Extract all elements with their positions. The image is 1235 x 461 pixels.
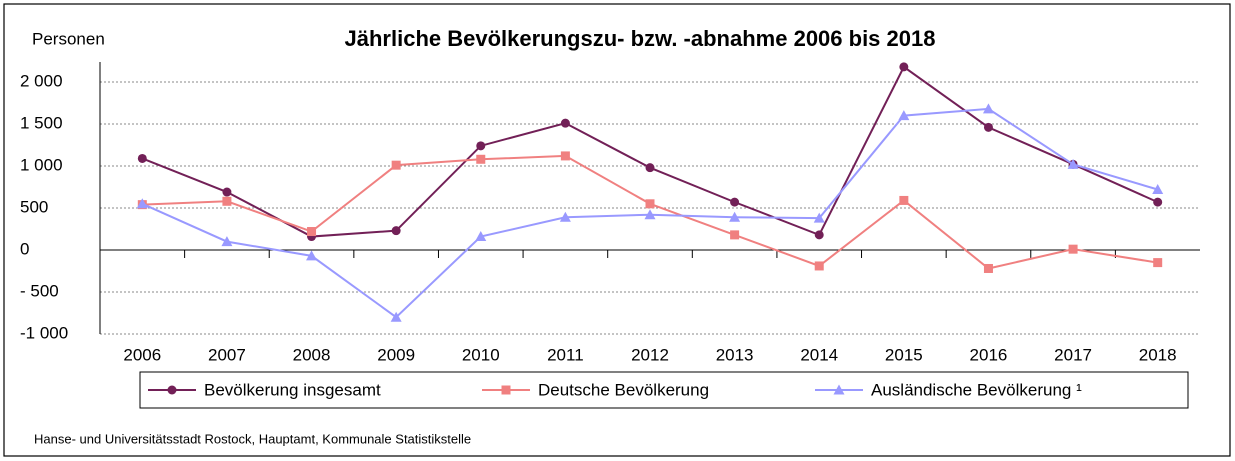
point	[899, 62, 909, 72]
y-tick-label: 1 000	[20, 155, 63, 174]
point	[983, 122, 993, 132]
point	[1153, 197, 1163, 207]
point	[559, 211, 571, 222]
x-tick-label: 2013	[716, 345, 754, 364]
x-tick-label: 2014	[800, 345, 838, 364]
legend-marker	[501, 385, 511, 395]
frame	[3, 3, 1231, 457]
point	[730, 230, 740, 240]
x-tick-label: 2016	[970, 345, 1008, 364]
point	[729, 211, 741, 222]
y-tick-label: - 500	[20, 281, 59, 300]
point	[222, 196, 232, 206]
point	[391, 226, 401, 236]
point	[1068, 244, 1078, 254]
point	[645, 163, 655, 173]
legend-label: Bevölkerung insgesamt	[204, 380, 381, 399]
x-tick-label: 2015	[885, 345, 923, 364]
x-tick-label: 2011	[547, 345, 584, 364]
point	[475, 231, 487, 242]
x-tick-label: 2007	[208, 345, 246, 364]
y-tick-label: 1 500	[20, 113, 63, 132]
legend-marker	[167, 385, 177, 395]
point	[221, 236, 233, 247]
y-tick-label: 2 000	[20, 71, 63, 90]
point	[899, 195, 909, 205]
point	[307, 227, 317, 237]
x-tick-label: 2010	[462, 345, 500, 364]
source: Hanse- und Universitätsstadt Rostock, Ha…	[34, 431, 471, 446]
x-tick-label: 2018	[1139, 345, 1177, 364]
point	[983, 263, 993, 273]
point	[1067, 158, 1079, 169]
point	[560, 151, 570, 161]
point	[137, 153, 147, 163]
y-tick-label: 500	[20, 197, 48, 216]
point	[813, 212, 825, 223]
point	[390, 311, 402, 322]
point	[644, 209, 656, 220]
x-tick-label: 2008	[293, 345, 331, 364]
chart-title: Jährliche Bevölkerungszu- bzw. -abnahme …	[345, 26, 936, 51]
point	[814, 261, 824, 271]
y-axis-label: Personen	[32, 29, 105, 48]
legend-marker	[833, 384, 845, 395]
point	[814, 230, 824, 240]
legend-label: Deutsche Bevölkerung	[538, 380, 709, 399]
x-tick-label: 2012	[631, 345, 669, 364]
point	[560, 118, 570, 128]
point	[1153, 258, 1163, 268]
point	[1152, 184, 1164, 195]
y-tick-label: -1 000	[20, 323, 68, 342]
x-tick-label: 2017	[1054, 345, 1092, 364]
point	[982, 103, 994, 114]
point	[136, 198, 148, 209]
point	[391, 160, 401, 170]
point	[898, 110, 910, 121]
point	[476, 154, 486, 164]
x-tick-label: 2006	[123, 345, 161, 364]
point	[645, 199, 655, 209]
point	[222, 187, 232, 197]
y-tick-label: 0	[20, 239, 29, 258]
point	[306, 250, 318, 261]
legend-label: Ausländische Bevölkerung ¹	[871, 380, 1082, 399]
point	[476, 141, 486, 151]
legend-box	[139, 371, 1189, 409]
point	[730, 197, 740, 207]
x-tick-label: 2009	[377, 345, 415, 364]
